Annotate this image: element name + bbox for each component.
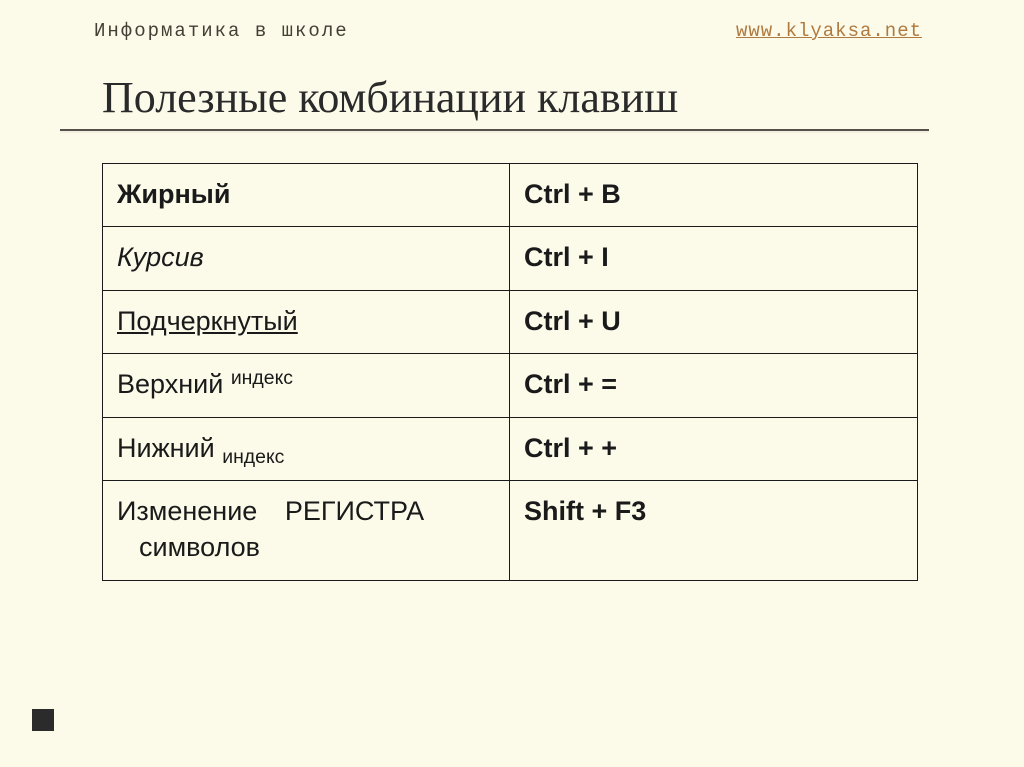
title-rule — [60, 129, 929, 131]
case-label-gap — [257, 496, 285, 526]
shortcut-key: Ctrl + B — [510, 164, 918, 227]
shortcuts-table: Жирный Ctrl + B Курсив Ctrl + I Подчеркн… — [102, 163, 918, 581]
style-label: Жирный — [103, 164, 510, 227]
table-row: Верхний индекс Ctrl + = — [103, 354, 918, 417]
superscript-label-base: Верхний — [117, 369, 231, 399]
table-row: Нижний индекс Ctrl + + — [103, 417, 918, 480]
slide-title: Полезные комбинации клавиш — [102, 72, 1024, 129]
underline-label: Подчеркнутый — [117, 306, 298, 336]
header-left-text: Информатика в школе — [94, 20, 349, 42]
italic-label: Курсив — [117, 242, 204, 272]
shortcut-key: Shift + F3 — [510, 480, 918, 580]
shortcut-key: Ctrl + = — [510, 354, 918, 417]
style-label: Верхний индекс — [103, 354, 510, 417]
table-row: Подчеркнутый Ctrl + U — [103, 290, 918, 353]
shortcut-key: Ctrl + U — [510, 290, 918, 353]
table-row: Курсив Ctrl + I — [103, 227, 918, 290]
header-link[interactable]: www.klyaksa.net — [736, 20, 922, 42]
style-label: Курсив — [103, 227, 510, 290]
bold-label: Жирный — [117, 179, 230, 209]
table-row: Жирный Ctrl + B — [103, 164, 918, 227]
subscript-label-base: Нижний — [117, 433, 222, 463]
style-label: Нижний индекс — [103, 417, 510, 480]
shortcut-key: Ctrl + I — [510, 227, 918, 290]
slide-marker-icon — [32, 709, 54, 731]
slide-header: Информатика в школе www.klyaksa.net — [0, 20, 1024, 42]
shortcut-key: Ctrl + + — [510, 417, 918, 480]
slide: Информатика в школе www.klyaksa.net Поле… — [0, 0, 1024, 767]
title-block: Полезные комбинации клавиш — [102, 72, 1024, 129]
superscript-label-sup: индекс — [231, 367, 293, 389]
style-label: Изменение РЕГИСТРА символов — [103, 480, 510, 580]
case-label-word1: Изменение — [117, 496, 257, 526]
case-label-line2: символов — [117, 531, 495, 563]
style-label: Подчеркнутый — [103, 290, 510, 353]
table-row: Изменение РЕГИСТРА символов Shift + F3 — [103, 480, 918, 580]
case-label-word2: РЕГИСТРА — [285, 496, 424, 526]
subscript-label-sub: индекс — [222, 446, 284, 468]
